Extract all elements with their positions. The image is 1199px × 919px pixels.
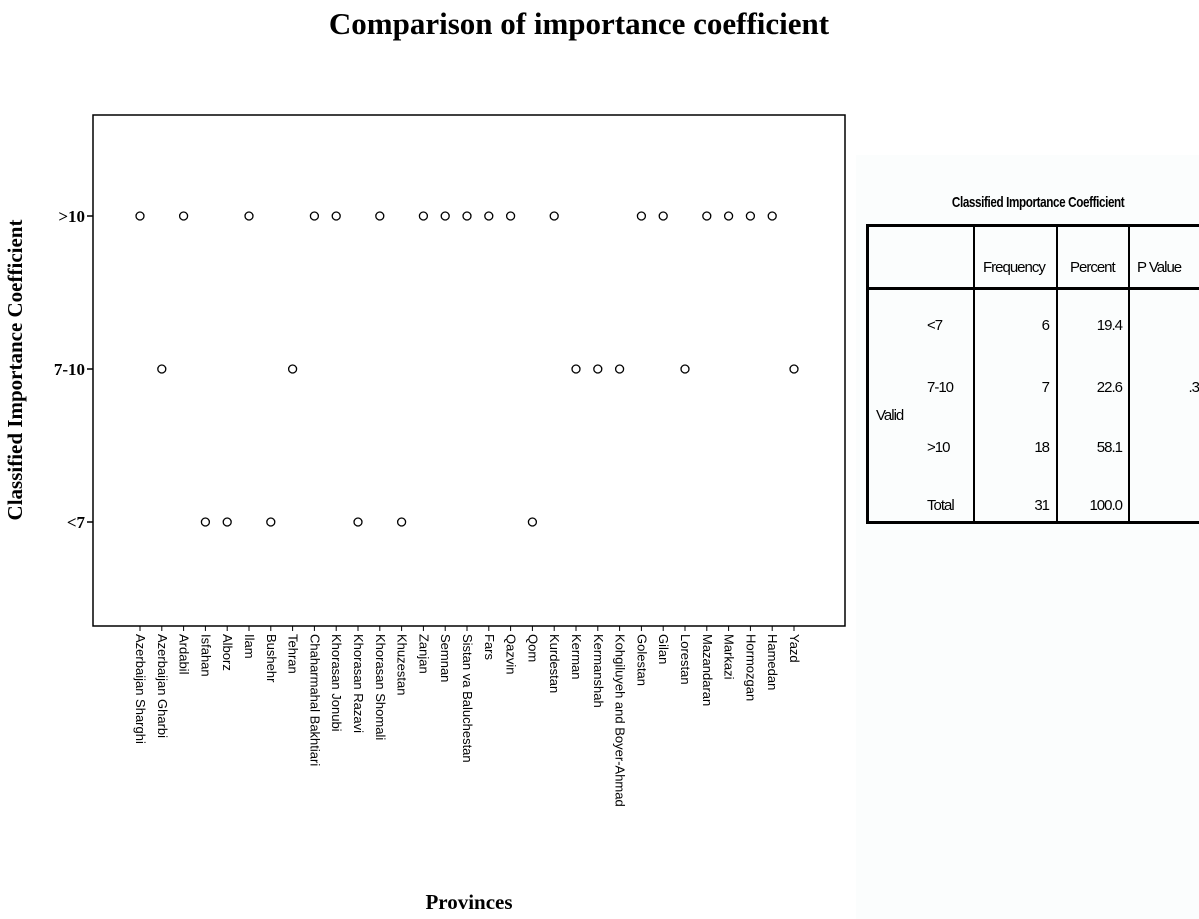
plot-area-frame — [92, 114, 846, 627]
header-divider — [869, 287, 1199, 290]
x-tick-label: Semnan — [438, 634, 453, 682]
data-point — [658, 211, 668, 221]
x-tick-label: Kerman — [569, 634, 584, 680]
data-point — [723, 211, 734, 221]
x-tick-label: Khorasan Jonubi — [329, 634, 344, 732]
data-point — [266, 517, 276, 527]
x-tick-label: Azerbaijan Gharbi — [155, 634, 170, 738]
data-point — [636, 211, 647, 221]
frequency-cell: 31 — [1034, 497, 1050, 514]
x-tick-label: Yazd — [787, 634, 802, 663]
x-tick-label: Isfahan — [198, 634, 213, 677]
data-point — [440, 211, 450, 221]
x-tick-label: Markazi — [722, 634, 737, 680]
x-tick-label: Hormozgan — [743, 634, 758, 701]
y-tick-label: >10 — [58, 207, 85, 226]
y-axis-title: Classified Importance Coefficient — [3, 220, 27, 521]
scatter-chart: <7 7-10 >10 Azerbaijan Sharghi Azerbaijan G… — [3, 114, 846, 914]
data-point — [767, 211, 777, 221]
row-label: >10 — [927, 439, 950, 456]
x-tick-label: Qom — [525, 634, 540, 662]
x-tick-label: Kurdestan — [547, 634, 562, 693]
x-axis-title: Provinces — [425, 890, 512, 914]
data-point — [680, 364, 690, 374]
p-value-cell: .3 — [1188, 379, 1199, 396]
percent-cell: 22.6 — [1096, 379, 1123, 396]
column-divider — [973, 227, 975, 521]
group-label: Valid — [876, 407, 904, 424]
row-label: Total — [927, 497, 955, 514]
x-tick-label: Qazvin — [504, 634, 519, 674]
x-tick-label: Lorestan — [678, 634, 693, 685]
data-point — [571, 364, 581, 374]
header-frequency: Frequency — [983, 259, 1046, 276]
percent-cell: 58.1 — [1096, 439, 1123, 456]
percent-cell: 19.4 — [1096, 317, 1123, 334]
x-tick-label: Hamedan — [765, 634, 780, 690]
frequency-table: Frequency Percent P Value Valid <7 6 19.… — [866, 224, 1199, 524]
x-tick-label: Ardabil — [177, 634, 192, 675]
data-point — [527, 517, 538, 527]
right-panel-background — [856, 155, 1199, 919]
row-label: <7 — [927, 317, 943, 334]
header-percent: Percent — [1070, 259, 1116, 276]
data-point — [287, 364, 298, 374]
x-tick-label: Khorasan Shomali — [373, 634, 388, 740]
chart-title: Comparison of importance coefficient — [328, 6, 830, 41]
data-point — [178, 211, 189, 221]
frequency-cell: 18 — [1034, 439, 1050, 456]
table-title: Classified Importance Coefficient — [951, 194, 1125, 211]
data-points — [135, 211, 799, 527]
data-point — [353, 517, 363, 527]
x-tick-label: Sistan va Baluchestan — [460, 634, 475, 763]
data-point — [135, 211, 145, 221]
x-tick-label: Tehran — [286, 634, 301, 674]
data-point — [222, 517, 232, 527]
x-tick-label: Khuzestan — [395, 634, 410, 695]
x-tick-label: Alborz — [220, 634, 235, 671]
data-point — [484, 211, 494, 221]
data-point — [789, 364, 799, 374]
x-tick-label: Fars — [482, 634, 497, 661]
x-tick-label: Bushehr — [264, 634, 279, 683]
x-axis: Azerbaijan Sharghi Azerbaijan Gharbi Ardab… — [133, 626, 802, 807]
data-point — [375, 211, 385, 221]
data-point — [309, 211, 320, 221]
x-tick-label: Chaharmahal Bakhtiari — [307, 634, 322, 766]
x-tick-label: Mazandaran — [700, 634, 715, 706]
x-tick-label: Kermanshah — [591, 634, 606, 708]
x-tick-label: Golestan — [634, 634, 649, 686]
column-divider — [1056, 227, 1058, 521]
data-point — [505, 211, 516, 221]
y-tick-label: 7-10 — [54, 360, 85, 379]
data-point — [396, 517, 407, 527]
data-point — [200, 517, 211, 527]
frequency-cell: 6 — [1041, 317, 1050, 334]
x-tick-label: Gilan — [656, 634, 671, 664]
data-point — [593, 364, 603, 374]
header-p-value: P Value — [1137, 259, 1182, 276]
x-tick-label: Kohgiluyeh and Boyer-Ahmad — [613, 634, 628, 807]
x-tick-label: Khorasan Razavi — [351, 634, 366, 733]
data-point — [614, 364, 625, 374]
data-point — [745, 211, 756, 221]
data-point — [418, 211, 429, 221]
x-tick-label: Ilam — [242, 634, 257, 659]
percent-cell: 100.0 — [1089, 497, 1123, 514]
x-tick-label: Zanjan — [416, 634, 431, 674]
data-point — [549, 211, 559, 221]
data-point — [462, 211, 472, 221]
column-divider — [1128, 227, 1130, 521]
y-axis: <7 7-10 >10 — [54, 207, 93, 532]
data-point — [244, 211, 254, 221]
frequency-cell: 7 — [1041, 379, 1050, 396]
x-tick-label: Azerbaijan Sharghi — [133, 634, 148, 744]
y-tick-label: <7 — [67, 513, 86, 532]
row-label: 7-10 — [927, 379, 954, 396]
data-point — [331, 211, 341, 221]
data-point — [702, 211, 712, 221]
data-point — [157, 364, 167, 374]
